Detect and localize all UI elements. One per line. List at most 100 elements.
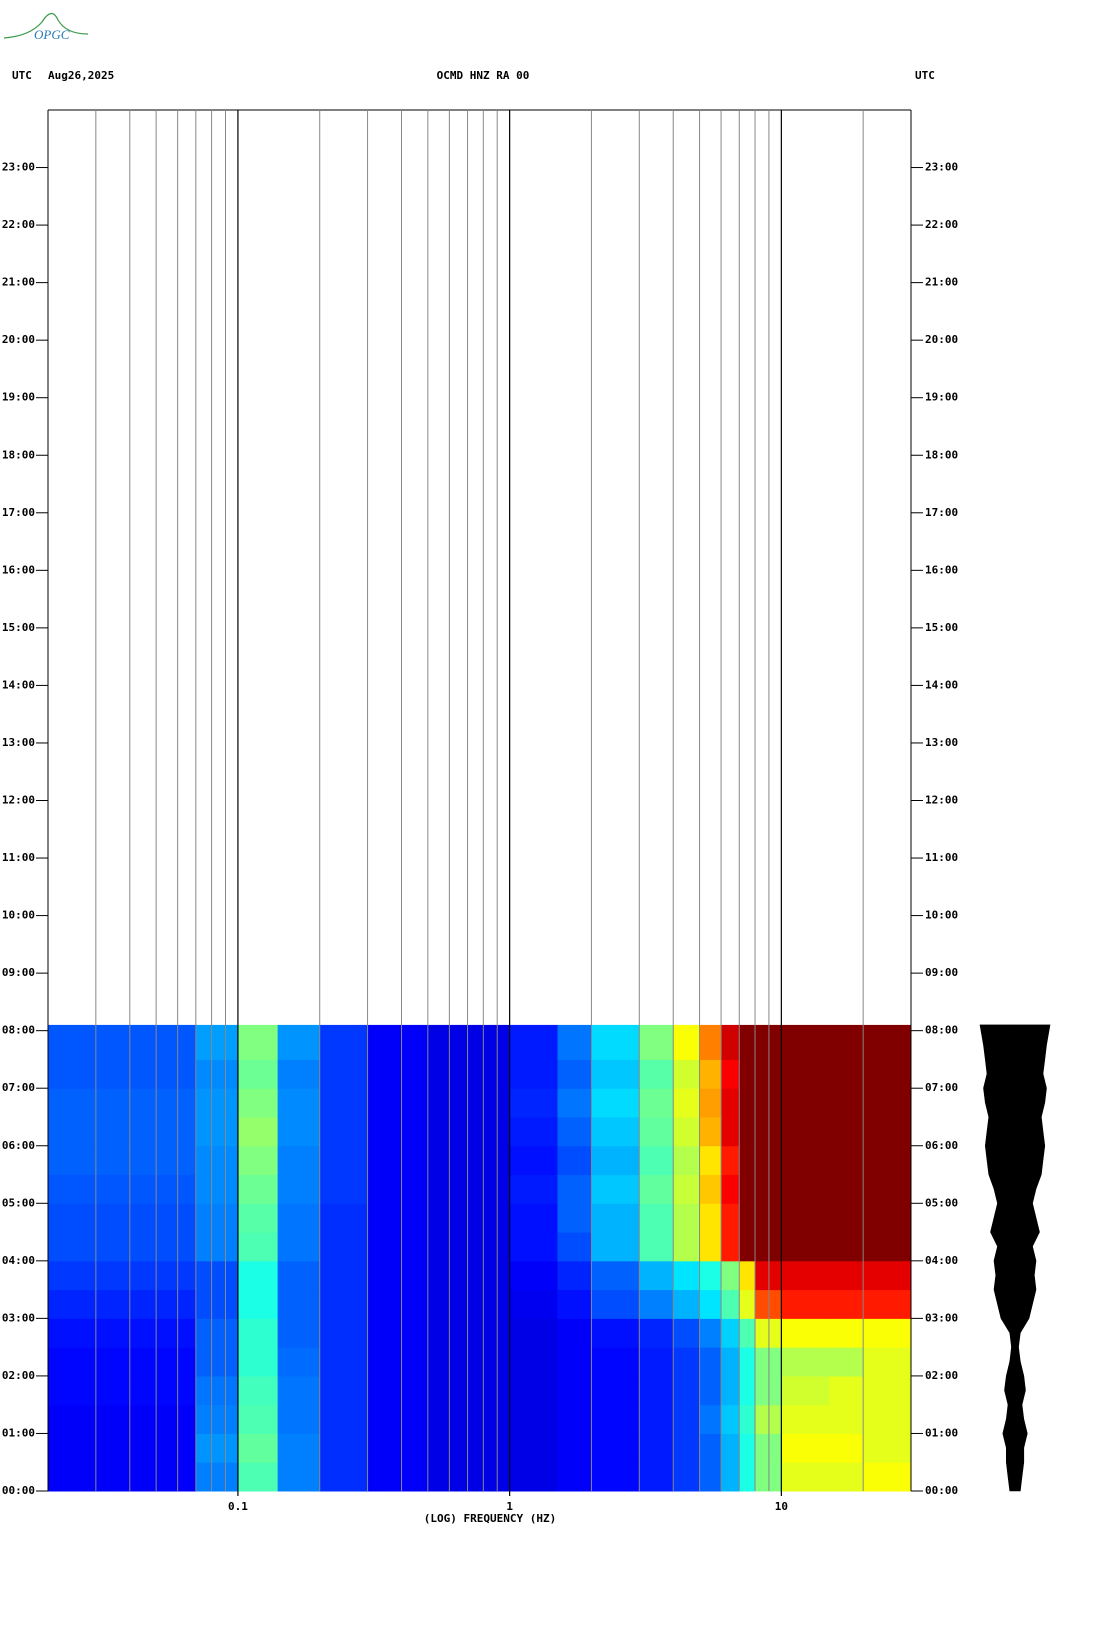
heat-cell [277,1404,321,1434]
heat-cell [427,1059,511,1089]
heat-cell [721,1116,740,1147]
heat-cell [639,1024,674,1060]
heat-cell [739,1174,756,1204]
heat-cell [277,1059,321,1089]
heat-cell [739,1203,756,1233]
heat-cell [673,1059,701,1089]
heat-cell [509,1203,558,1233]
heat-cell [509,1116,558,1147]
heat-cell [509,1318,558,1348]
heat-cell [237,1232,279,1262]
heat-cell [367,1347,429,1377]
heat-cell [557,1462,592,1492]
heat-cell [277,1433,321,1463]
heat-cell [739,1116,756,1147]
heat-cell [829,1145,864,1176]
heat-cell [673,1289,701,1319]
heat-cell [781,1289,830,1319]
heat-cell [277,1116,321,1147]
y-tick-label: 08:00 [2,1024,35,1037]
heat-cell [721,1174,740,1204]
y-tick-label-right: 23:00 [925,161,958,174]
heat-cell [639,1375,674,1406]
heat-cell [863,1174,912,1204]
axes: 0.1 1 10 00:00 00:00 01:00 01:00 02:00 02:00 03:0… [2,109,1051,1513]
heat-cell [829,1203,864,1233]
heat-cell [557,1433,592,1463]
heat-cell [427,1462,511,1492]
heat-cell [195,1203,239,1233]
y-tick-label-right: 00:00 [925,1484,958,1497]
heat-cell [427,1232,511,1262]
y-tick-label: 16:00 [2,563,35,576]
y-tick-label-right: 13:00 [925,736,958,749]
heat-cell [721,1260,740,1291]
heat-cell [591,1260,640,1291]
heat-cell [829,1174,864,1204]
heat-cell [739,1347,756,1377]
heat-cell [195,1347,239,1377]
heat-cell [427,1174,511,1204]
heat-cell [557,1203,592,1233]
heat-cell [591,1375,640,1406]
heat-cell [557,1059,592,1089]
heat-cell [557,1375,592,1406]
heat-cell [639,1232,674,1262]
heat-cell [509,1404,558,1434]
heat-cell [319,1116,369,1147]
heat-cell [48,1462,197,1492]
heat-cell [509,1289,558,1319]
heat-cell [739,1024,756,1060]
heat-cell [699,1059,722,1089]
heat-cell [367,1260,429,1291]
heat-cell [427,1260,511,1291]
heat-cell [48,1174,197,1204]
heat-cell [829,1404,864,1434]
heat-cell [721,1404,740,1434]
heat-cell [781,1232,830,1262]
heat-cell [427,1145,511,1176]
y-tick-label: 15:00 [2,621,35,634]
heat-cell [863,1088,912,1118]
heat-cell [863,1232,912,1262]
heat-cell [367,1404,429,1434]
heat-cell [195,1318,239,1348]
x-axis-label: (LOG) FREQUENCY (HZ) [424,1512,556,1525]
heat-cell [721,1347,740,1377]
heat-cell [48,1375,197,1406]
heat-cell [237,1289,279,1319]
heat-cell [277,1024,321,1060]
heat-cell [557,1232,592,1262]
heat-cell [829,1433,864,1463]
heat-cell [739,1088,756,1118]
heat-cell [237,1347,279,1377]
heat-cell [673,1404,701,1434]
heat-cell [509,1462,558,1492]
heat-cell [699,1116,722,1147]
heat-cell [673,1203,701,1233]
heat-cell [277,1145,321,1176]
heat-cell [277,1088,321,1118]
heat-cell [427,1203,511,1233]
heat-cell [673,1145,701,1176]
heat-cell [639,1347,674,1377]
heat-cell [237,1059,279,1089]
heat-cell [699,1024,722,1060]
heat-cell [699,1375,722,1406]
y-tick-label: 19:00 [2,391,35,404]
heat-cell [591,1433,640,1463]
heat-cell [699,1260,722,1291]
heat-cell [591,1203,640,1233]
heat-cell [673,1088,701,1118]
heat-cell [367,1433,429,1463]
heat-cell [427,1024,511,1060]
heat-cell [237,1174,279,1204]
heat-cell [699,1462,722,1492]
heat-cell [319,1433,369,1463]
heat-cell [509,1059,558,1089]
y-tick-label-right: 01:00 [925,1426,958,1439]
heat-cell [739,1404,756,1434]
heat-cell [829,1462,864,1492]
heat-cell [591,1059,640,1089]
heat-cell [863,1318,912,1348]
